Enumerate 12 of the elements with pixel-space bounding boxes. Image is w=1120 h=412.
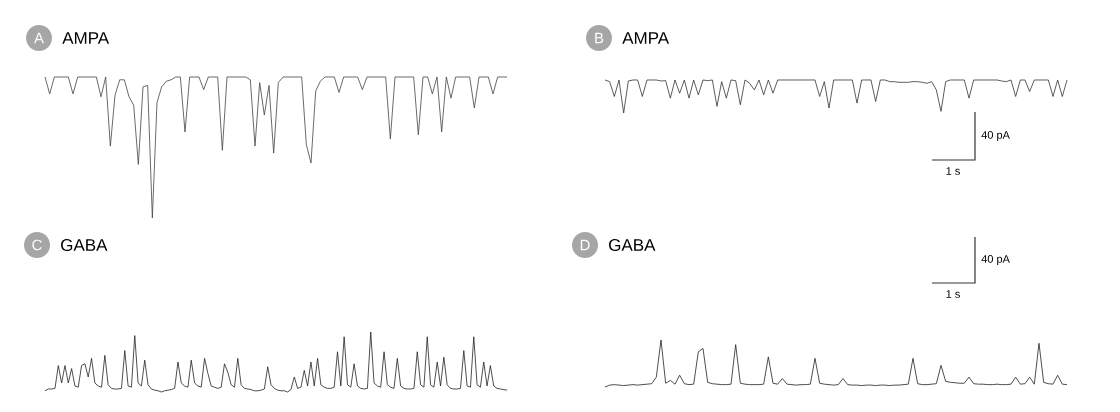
chart-subtitle: B	[595, 32, 604, 44]
chart-subtitle: C	[32, 239, 42, 251]
text: 40 pA	[981, 255, 1010, 265]
text: 1 s	[946, 167, 960, 175]
text: 40 pA	[981, 131, 1010, 141]
chart-subtitle: A	[34, 32, 44, 44]
chart-title: GABA	[61, 238, 108, 252]
chart-title: GABA	[609, 238, 656, 252]
chart-subtitle: D	[580, 239, 590, 251]
chart-title: AMPA	[622, 32, 670, 44]
chart-title: AMPA	[62, 32, 110, 44]
text: 1 s	[946, 290, 960, 298]
